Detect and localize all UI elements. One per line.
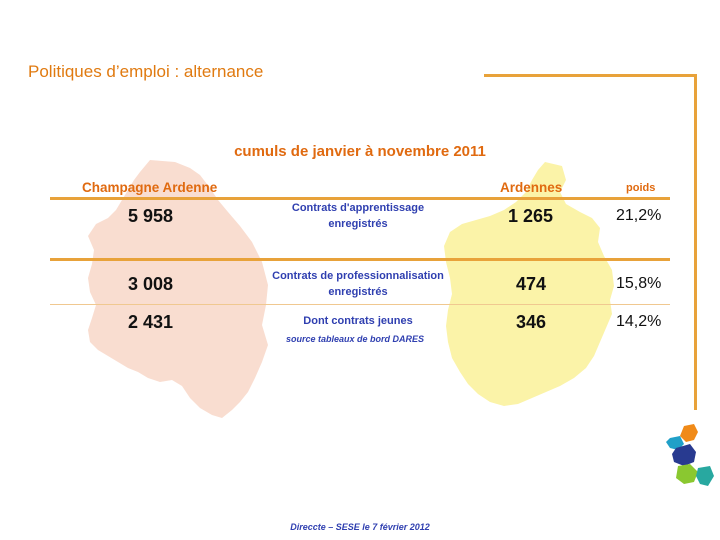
row2-dept-value: 474 xyxy=(516,274,547,294)
row2-label: Contrats de professionnalisation enregis… xyxy=(258,268,458,300)
slide-title: Politiques d’emploi : alternance xyxy=(28,62,264,81)
header-dept: Ardennes xyxy=(500,180,563,195)
row1-label: Contrats d'apprentissage enregistrés xyxy=(268,200,448,232)
row3-region-value: 2 431 xyxy=(128,312,174,332)
row1-label-line2: enregistrés xyxy=(328,218,388,230)
header-separator xyxy=(50,197,670,200)
row3-label-line1: Dont contrats jeunes xyxy=(303,315,413,327)
row2-region-value: 3 008 xyxy=(128,274,174,294)
row3-label: Dont contrats jeunes xyxy=(268,313,448,329)
champagne-ardenne-map xyxy=(88,160,268,418)
row2-label-line1: Contrats de professionnalisation xyxy=(272,270,444,282)
row2-separator xyxy=(50,304,670,305)
row3-dept-value: 346 xyxy=(516,312,547,332)
data-source: source tableaux de bord DARES xyxy=(286,334,425,344)
row2-label-line2: enregistrés xyxy=(328,286,388,298)
table-subtitle: cumuls de janvier à novembre 2011 xyxy=(234,143,486,160)
row1-dept-value: 1 265 xyxy=(508,206,554,226)
side-rule xyxy=(694,74,697,410)
title-rule xyxy=(484,74,696,77)
row3-weight: 14,2% xyxy=(616,313,662,330)
row1-label-line1: Contrats d'apprentissage xyxy=(291,202,425,214)
footer: Direccte – SESE le 7 février 2012 xyxy=(290,522,430,532)
ardennes-map xyxy=(444,162,614,406)
row1-weight: 21,2% xyxy=(616,207,662,224)
row1-separator xyxy=(50,258,670,261)
row1-region-value: 5 958 xyxy=(128,206,174,226)
header-region: Champagne Ardenne xyxy=(82,180,218,195)
region-logo-icon xyxy=(666,424,714,486)
header-weight: poids xyxy=(626,182,656,194)
row2-weight: 15,8% xyxy=(616,275,662,292)
